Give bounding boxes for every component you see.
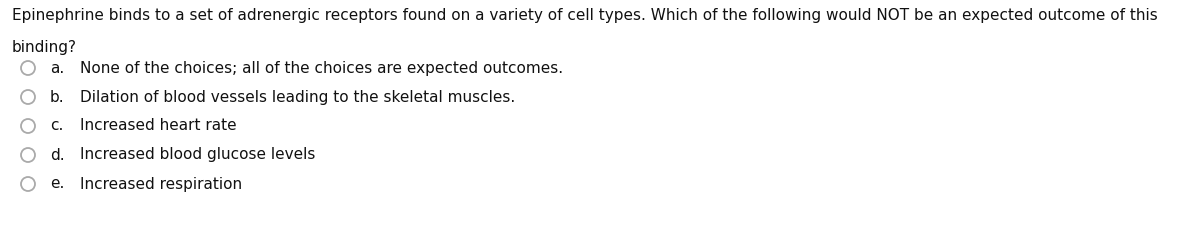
Text: d.: d. [50, 147, 65, 163]
Text: None of the choices; all of the choices are expected outcomes.: None of the choices; all of the choices … [80, 60, 564, 76]
Text: binding?: binding? [12, 40, 77, 55]
Circle shape [22, 90, 35, 104]
Text: Epinephrine binds to a set of adrenergic receptors found on a variety of cell ty: Epinephrine binds to a set of adrenergic… [12, 8, 1158, 23]
Text: Increased respiration: Increased respiration [80, 177, 242, 191]
Circle shape [22, 177, 35, 191]
Text: e.: e. [50, 177, 65, 191]
Circle shape [22, 119, 35, 133]
Text: b.: b. [50, 90, 65, 105]
Circle shape [22, 148, 35, 162]
Text: Dilation of blood vessels leading to the skeletal muscles.: Dilation of blood vessels leading to the… [80, 90, 516, 105]
Circle shape [22, 61, 35, 75]
Text: a.: a. [50, 60, 65, 76]
Text: Increased heart rate: Increased heart rate [80, 118, 236, 133]
Text: c.: c. [50, 118, 64, 133]
Text: Increased blood glucose levels: Increased blood glucose levels [80, 147, 315, 163]
